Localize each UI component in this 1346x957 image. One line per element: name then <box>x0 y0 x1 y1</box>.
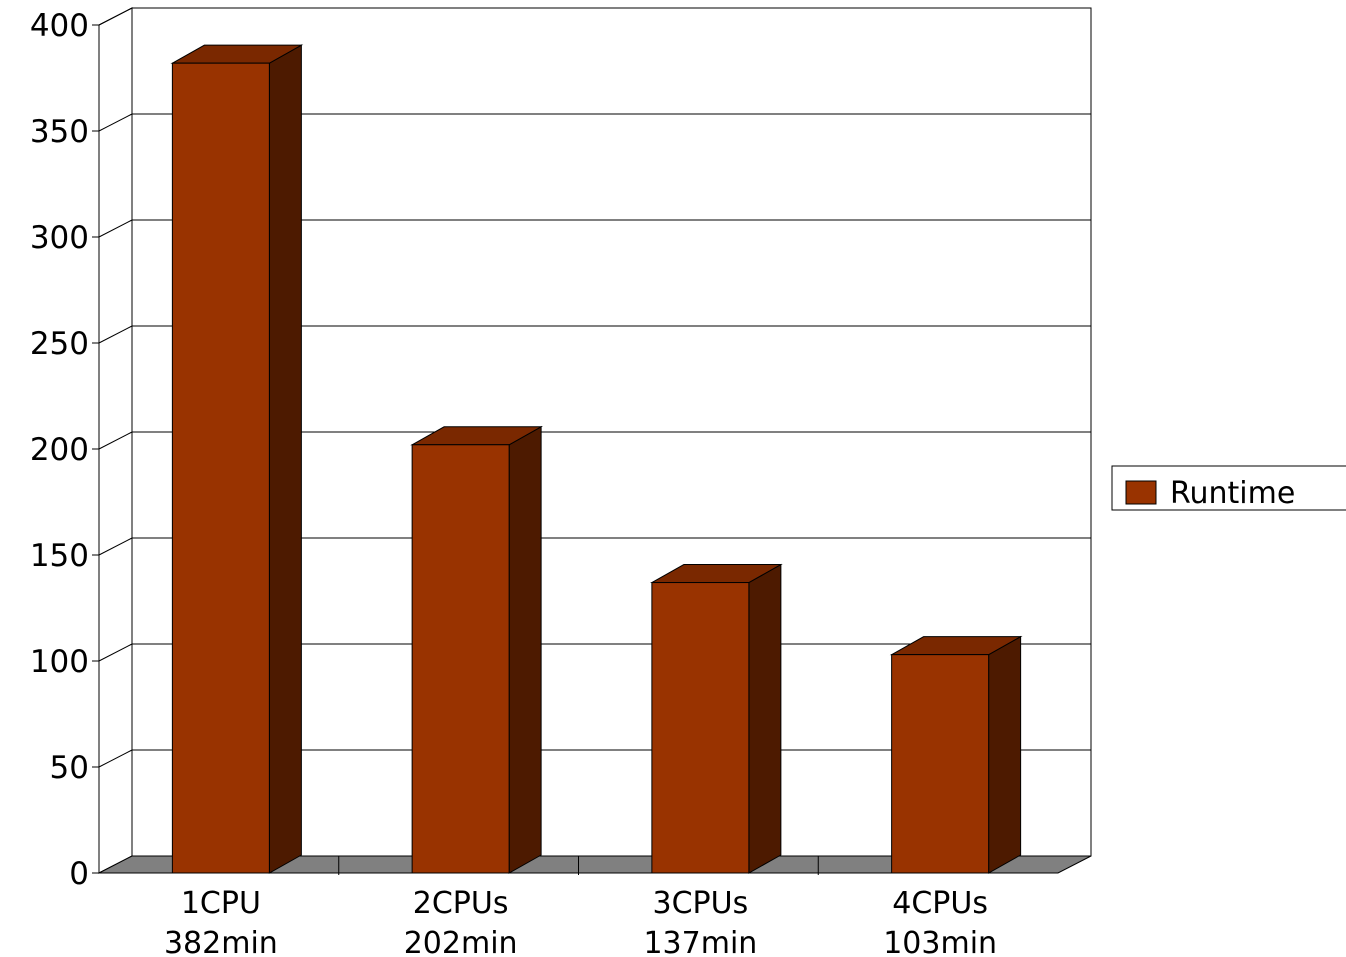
y-tick-label: 50 <box>50 750 89 786</box>
x-tick-label: 4CPUs <box>892 886 988 921</box>
y-tick-label: 100 <box>30 644 89 680</box>
x-tick-label: 382min <box>164 926 278 957</box>
legend-swatch-runtime <box>1125 480 1157 505</box>
bar-front <box>891 654 990 874</box>
y-tick-label: 350 <box>30 114 89 150</box>
y-tick-label: 400 <box>30 8 89 44</box>
x-axis-labels: 1CPU 382min 2CPUs 202min 3CPUs 137min 4CPUs 103… <box>164 886 997 957</box>
bar-2 <box>410 425 544 874</box>
y-tick-label: 200 <box>30 432 89 468</box>
x-tick-label: 1CPU <box>181 886 261 921</box>
bar-3 <box>649 563 783 874</box>
gridline-side <box>98 219 133 238</box>
x-tick-label: 103min <box>883 926 997 957</box>
y-tick-label: 300 <box>30 220 89 256</box>
bar-front <box>171 62 270 874</box>
bar-side <box>508 425 542 874</box>
bar-front <box>411 444 510 874</box>
bar-side <box>748 563 782 874</box>
bars <box>170 44 1023 874</box>
y-tick-label: 0 <box>69 856 89 892</box>
legend: Runtime <box>1111 465 1346 511</box>
gridline-side <box>98 7 133 26</box>
bar-1 <box>170 44 304 874</box>
gridline-side <box>98 643 133 662</box>
gridline-side <box>98 325 133 344</box>
x-tick-label: 137min <box>643 926 757 957</box>
gridline-side <box>98 431 133 450</box>
gridline-side <box>98 749 133 768</box>
x-tick-label: 2CPUs <box>413 886 509 921</box>
y-axis-ticks: 0 50 100 150 200 250 300 350 400 <box>30 8 99 892</box>
bar-4 <box>889 635 1023 874</box>
legend-label-runtime: Runtime <box>1170 476 1295 511</box>
y-tick-label: 250 <box>30 326 89 362</box>
x-tick-label: 3CPUs <box>653 886 749 921</box>
bar-side <box>268 44 302 874</box>
bar-side <box>988 635 1022 874</box>
x-tick-label: 202min <box>404 926 518 957</box>
bar-front <box>651 582 750 874</box>
y-tick-label: 150 <box>30 538 89 574</box>
gridline-side <box>98 113 133 132</box>
gridline-side <box>98 537 133 556</box>
